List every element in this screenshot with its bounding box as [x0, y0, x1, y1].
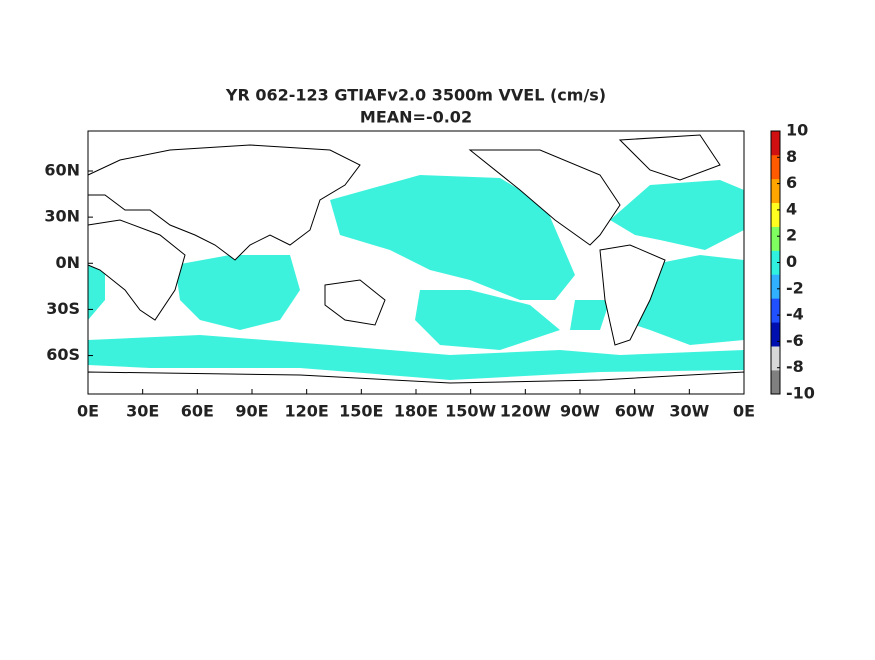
x-tick-label: 90W — [560, 402, 600, 421]
colorbar-tick-label: 6 — [786, 173, 797, 192]
colorbar-segment — [771, 298, 780, 323]
y-tick-label: 60N — [44, 160, 80, 179]
colorbar-tick-label: -10 — [786, 384, 815, 403]
y-tick-label: 30S — [46, 299, 80, 318]
colorbar-segment — [771, 250, 780, 275]
chart-subtitle: MEAN=-0.02 — [360, 108, 472, 127]
x-tick-label: 60E — [181, 402, 214, 421]
colorbar-segment — [771, 274, 780, 299]
colorbar-tick-label: 4 — [786, 199, 797, 218]
colorbar-tick-label: -4 — [786, 305, 804, 324]
map-field — [87, 131, 745, 395]
colorbar-tick-label: -6 — [786, 331, 804, 350]
colorbar-tick-label: 10 — [786, 121, 808, 140]
x-tick-label: 30W — [669, 402, 709, 421]
x-tick-label: 120W — [500, 402, 551, 421]
colorbar-tick-label: 8 — [786, 147, 797, 166]
y-tick-label: 60S — [46, 345, 80, 364]
colorbar-segment — [771, 346, 780, 371]
colorbar-segment — [771, 226, 780, 251]
colorbar-tick-label: -2 — [786, 278, 804, 297]
colorbar-tick-label: 2 — [786, 226, 797, 245]
x-tick-label: 180E — [394, 402, 438, 421]
y-tick-label: 0N — [55, 253, 80, 272]
x-tick-label: 150W — [445, 402, 496, 421]
ocean-field — [88, 175, 744, 380]
x-tick-label: 0E — [733, 402, 755, 421]
colorbar-segment — [771, 322, 780, 347]
x-tick-label: 60W — [615, 402, 655, 421]
colorbar-segment — [771, 131, 780, 156]
x-tick-label: 0E — [77, 402, 99, 421]
colorbar-segment — [771, 202, 780, 227]
colorbar-segment — [771, 178, 780, 204]
chart-title: YR 062-123 GTIAFv2.0 3500m VVEL (cm/s) — [225, 86, 606, 105]
x-tick-label: 150E — [339, 402, 383, 421]
colorbar-segment — [771, 154, 780, 180]
colorbar-segment — [771, 370, 780, 395]
colorbar-tick-label: 0 — [786, 252, 797, 271]
x-tick-label: 30E — [126, 402, 159, 421]
colorbar-tick-label: -8 — [786, 357, 804, 376]
y-tick-label: 30N — [44, 207, 80, 226]
x-tick-label: 90E — [235, 402, 268, 421]
coastline — [87, 134, 745, 395]
x-tick-label: 120E — [285, 402, 329, 421]
